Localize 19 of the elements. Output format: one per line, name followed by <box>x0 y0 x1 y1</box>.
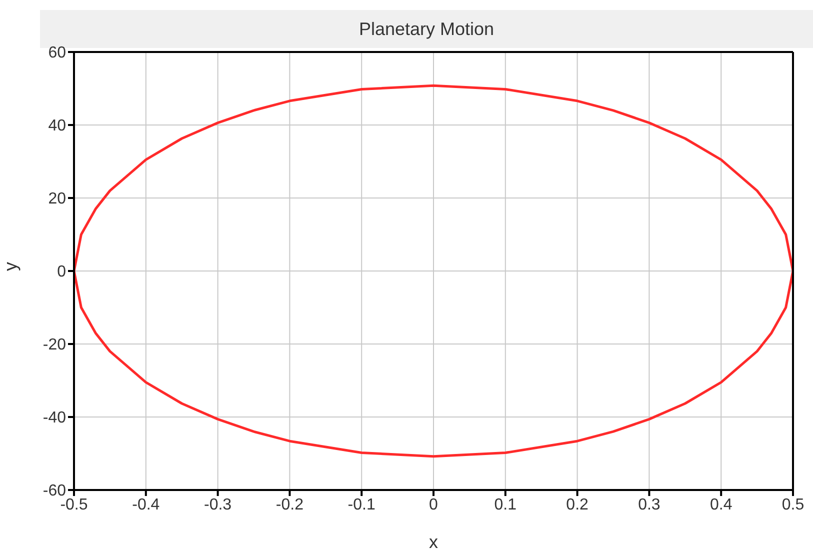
y-tick-label: 20 <box>48 190 66 208</box>
x-tick-label: 0 <box>429 496 438 514</box>
x-axis-title: x <box>429 532 438 550</box>
y-tick-label: 60 <box>48 44 66 62</box>
y-tick-label: -40 <box>42 410 66 427</box>
x-tick-label: 0.2 <box>566 496 589 514</box>
y-axis-title: y <box>0 262 20 271</box>
chart-title: Planetary Motion <box>358 19 494 39</box>
y-tick-label: 40 <box>48 118 66 135</box>
x-tick-label: -0.2 <box>276 496 304 514</box>
x-tick-label: 0.4 <box>710 496 732 514</box>
x-tick-label: -0.3 <box>204 496 232 514</box>
x-tick-label: 0.3 <box>638 496 660 514</box>
x-tick-label: 0.1 <box>494 496 517 514</box>
y-tick-label: 0 <box>57 264 66 281</box>
x-tick-label: -0.1 <box>348 496 376 514</box>
x-tick-label: 0.5 <box>782 496 804 514</box>
x-tick-label: -0.4 <box>132 496 160 514</box>
y-tick-label: -20 <box>42 336 66 354</box>
